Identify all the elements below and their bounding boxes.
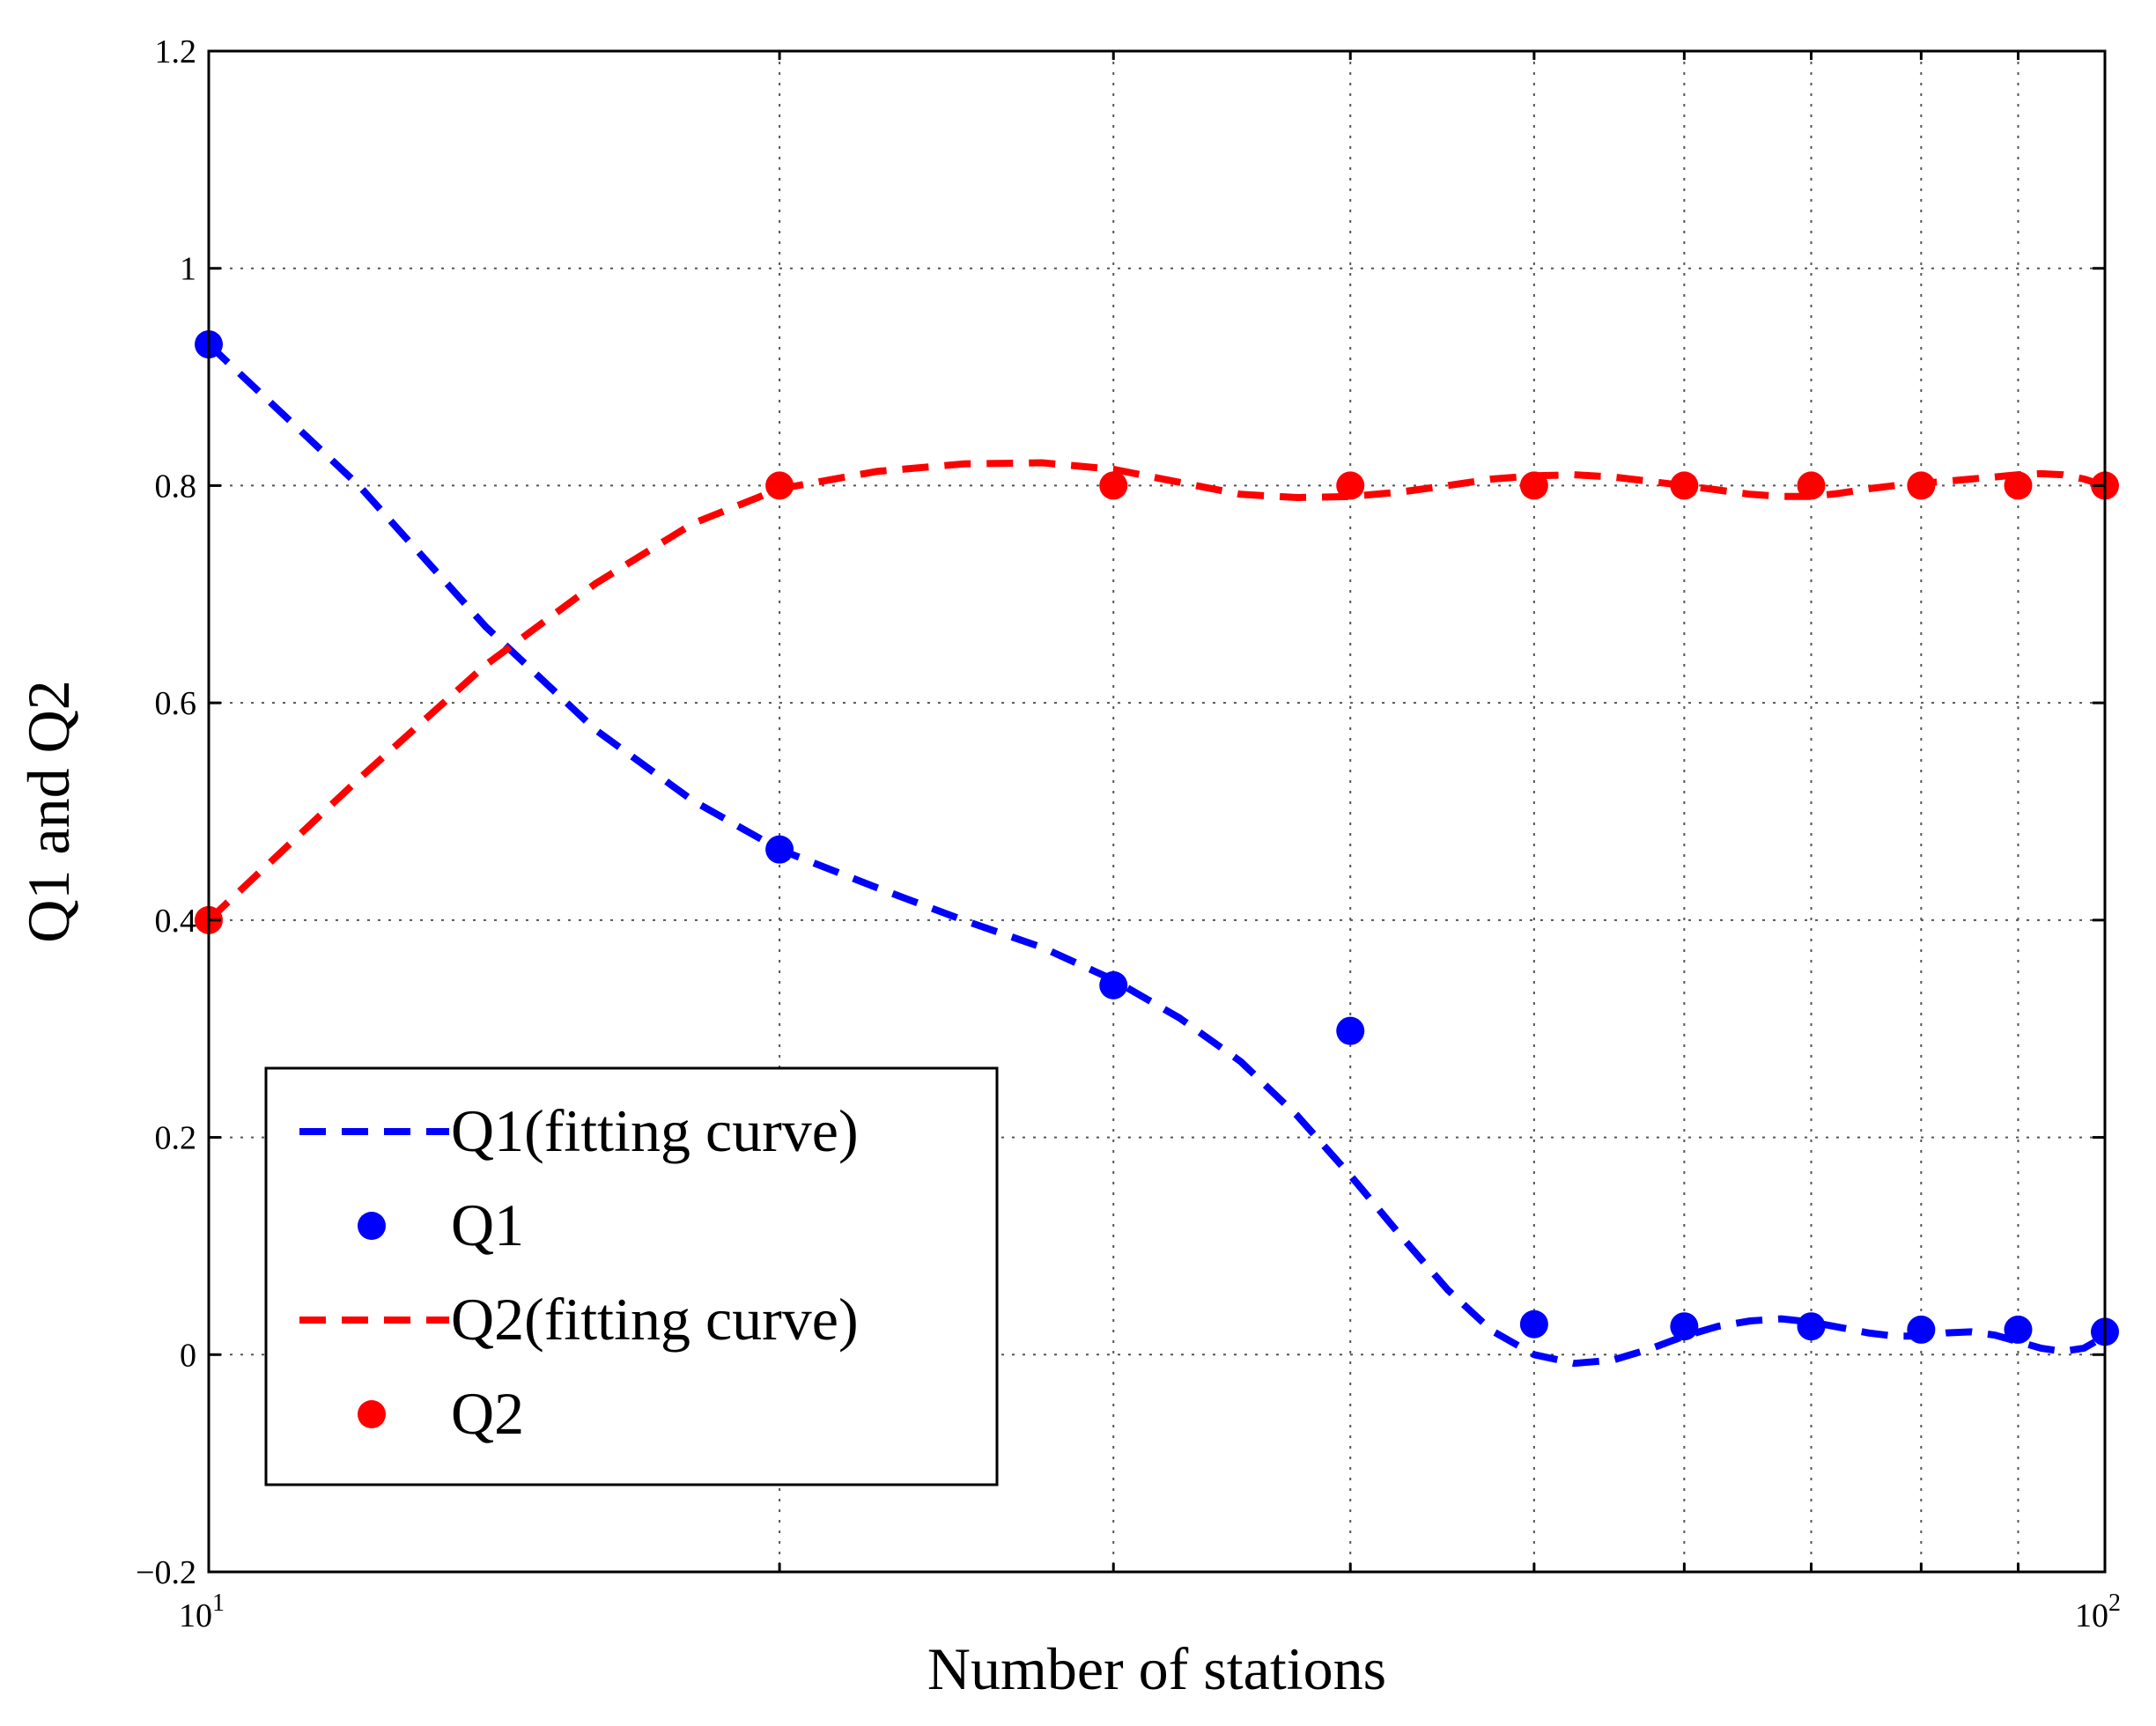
series-q1 <box>195 330 2119 1346</box>
x-tick-label: 101 <box>179 1590 225 1634</box>
legend-label: Q1 <box>451 1191 524 1258</box>
y-tick-label: 0.4 <box>155 903 197 940</box>
y-tick-label: 1.2 <box>155 33 197 70</box>
data-point <box>2004 1315 2033 1344</box>
fit-curve-line <box>206 342 2107 1368</box>
y-tick-label: 0.2 <box>155 1120 197 1157</box>
data-point <box>2004 471 2033 500</box>
x-tick-label-exponent: 2 <box>2108 1590 2121 1617</box>
data-point <box>765 471 794 500</box>
axes-frame <box>207 49 2107 1574</box>
legend-entry: Q1(fitting curve) <box>299 1097 859 1164</box>
legend-swatch-marker <box>358 1400 386 1428</box>
data-point <box>1336 471 1365 500</box>
legend-box <box>264 1066 999 1486</box>
legend-label: Q1(fitting curve) <box>451 1097 859 1164</box>
data-point <box>1099 970 1128 999</box>
legend-label: Q2 <box>451 1380 524 1447</box>
x-tick-label: 102 <box>2075 1590 2121 1634</box>
legend-entry: Q2(fitting curve) <box>299 1286 859 1353</box>
series-q1-fitting-curve <box>206 342 2107 1368</box>
y-tick-label: 0.6 <box>155 685 197 722</box>
y-axis-title: Q1 and Q2 <box>15 680 82 942</box>
series-layer <box>195 330 2119 1368</box>
fit-curve-line <box>206 459 2107 923</box>
y-tick-label: 0.8 <box>155 468 197 505</box>
series-q2-fitting-curve <box>206 459 2107 923</box>
data-point <box>1797 471 1826 500</box>
data-point <box>1336 1016 1365 1045</box>
legend-entries: Q1(fitting curve) Q1 Q2(fitting curve) Q2 <box>299 1097 859 1447</box>
data-point <box>1670 1312 1699 1341</box>
data-point <box>1670 471 1699 500</box>
data-point <box>1907 471 1936 500</box>
x-axis-title: Number of stations <box>927 1635 1386 1702</box>
data-point <box>1519 1309 1548 1339</box>
x-tick-label-base: 10 <box>179 1597 212 1634</box>
y-tick-label: 1 <box>180 251 196 288</box>
data-point <box>1907 1315 1936 1344</box>
data-point <box>1099 471 1128 500</box>
y-tick-label: −0.2 <box>136 1554 196 1591</box>
x-tick-label-base: 10 <box>2075 1597 2108 1634</box>
legend-entry: Q2 <box>358 1380 524 1447</box>
series-q2 <box>195 471 2119 934</box>
data-point <box>765 835 794 864</box>
x-tick-label-exponent: 1 <box>212 1590 225 1617</box>
data-point <box>1519 471 1548 500</box>
data-point <box>1797 1312 1826 1341</box>
legend-entry: Q1 <box>358 1191 524 1258</box>
legend: Q1(fitting curve) Q1 Q2(fitting curve) Q2 <box>264 1066 999 1486</box>
y-tick-label: 0 <box>180 1337 196 1374</box>
legend-label: Q2(fitting curve) <box>451 1286 859 1353</box>
legend-swatch-marker <box>358 1212 386 1240</box>
